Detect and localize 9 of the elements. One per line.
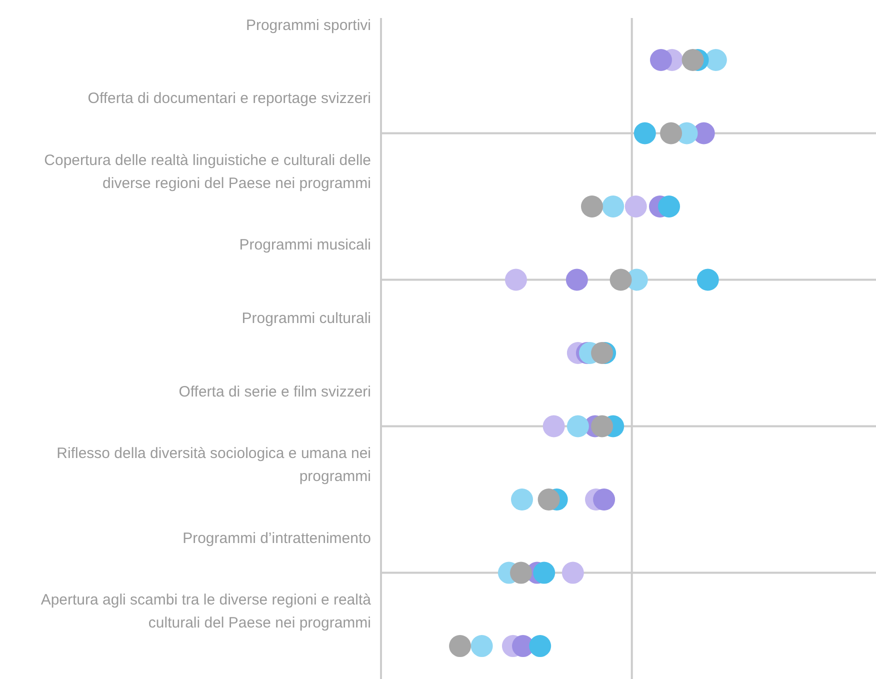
y-tick-label: Programmi d’intrattenimento	[182, 530, 371, 547]
y-tick-label: Programmi culturali	[242, 310, 371, 327]
y-tick-label: Programmi sportivi	[246, 16, 371, 34]
y-tick-label: Riflesso della diversità sociologica e umana nei programmi	[56, 444, 371, 485]
y-tick-label: Offerta di documentari e reportage svizzeri	[88, 90, 371, 108]
y-tick-label: Programmi musicali	[239, 236, 371, 254]
y-tick-label: Offerta di serie e film svizzeri	[178, 383, 371, 400]
y-tick-label: Apertura agli scambi tra le diverse regioni e realtà culturali del Paese nei programmi	[40, 592, 372, 632]
y-tick-label: Copertura delle realtà linguistiche e culturali delle diverse regioni del Paese nei programmi	[44, 152, 371, 192]
